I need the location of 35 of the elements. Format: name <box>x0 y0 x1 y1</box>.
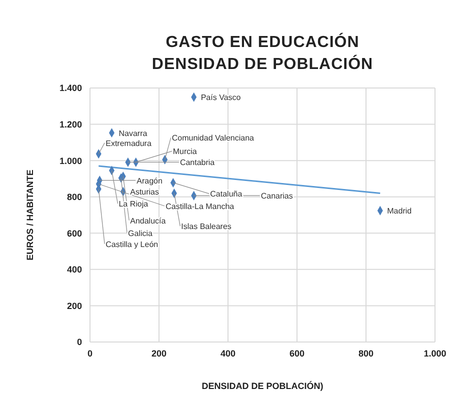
annotation: Cataluña <box>210 190 243 199</box>
y-tick-label: 400 <box>66 264 82 275</box>
annotation: Islas Baleares <box>181 222 232 232</box>
y-axis-title: EUROS / HABITANTE <box>25 170 36 260</box>
annotation: Andalucía <box>130 216 166 226</box>
y-tick-label: 200 <box>66 300 82 311</box>
annotation: Murcia <box>172 147 198 156</box>
y-tick-label: 600 <box>66 228 82 238</box>
x-tick-label: 1.000 <box>424 348 446 358</box>
annotation: La Rioja <box>118 200 149 209</box>
x-tick-label: 600 <box>289 348 305 358</box>
annotation: País Vasco <box>200 93 242 102</box>
annotation: Aragón <box>136 176 162 186</box>
annotation: Castilla-La Mancha <box>166 202 235 211</box>
chart-title: GASTO EN EDUCACIÓN <box>164 32 360 53</box>
annotation: Navarra <box>118 128 148 138</box>
annotation: Extremadura <box>106 138 152 148</box>
x-tick-label: 400 <box>220 348 236 358</box>
annotation: Galicia <box>128 228 154 238</box>
annotation: Madrid <box>387 206 412 216</box>
x-tick-label: 200 <box>151 348 167 358</box>
annotation: Castilla y León <box>106 240 158 250</box>
y-tick-label: 800 <box>66 192 82 202</box>
annotation: Canarias <box>260 192 293 201</box>
y-tick-label: 0 <box>76 337 82 348</box>
y-tick-label: 1.200 <box>59 119 82 130</box>
chart-subtitle: DENSIDAD DE POBLACIÓN <box>150 54 374 75</box>
x-axis-title: DENSIDAD DE POBLACIÓN) <box>202 381 324 391</box>
annotation: Asturias <box>130 188 160 197</box>
y-tick-label: 1.400 <box>59 83 82 94</box>
x-tick-label: 800 <box>358 348 374 358</box>
x-tick-label: 0 <box>87 348 93 358</box>
y-tick-label: 1.000 <box>59 156 82 166</box>
annotation: Comunidad Valenciana <box>172 134 255 143</box>
annotation: Cantabria <box>180 158 216 168</box>
